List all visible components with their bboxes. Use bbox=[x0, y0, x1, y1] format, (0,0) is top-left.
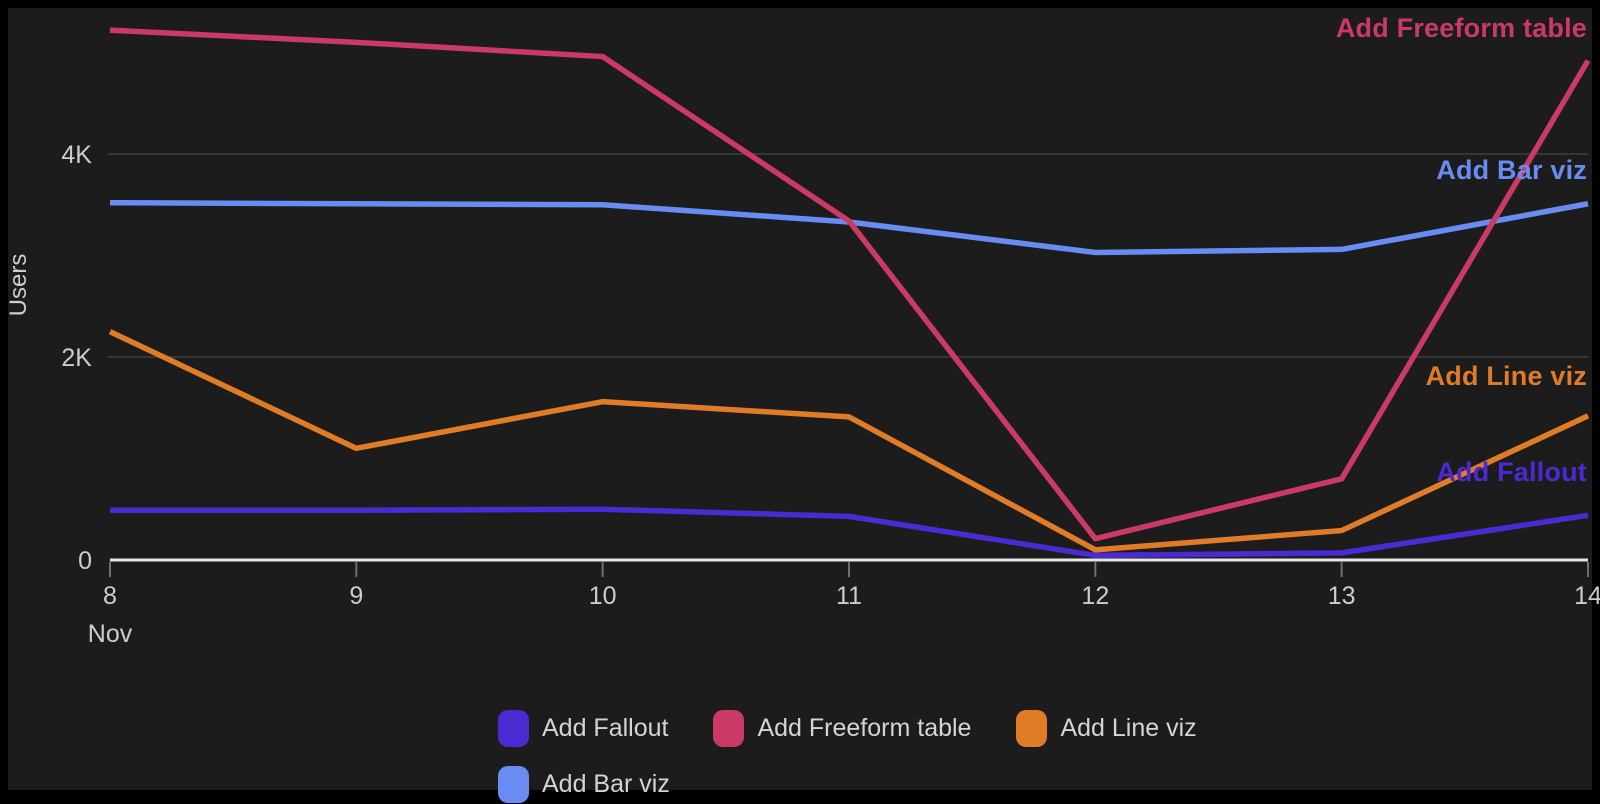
svg-text:2K: 2K bbox=[61, 344, 92, 372]
legend-swatch-icon bbox=[1016, 710, 1048, 747]
svg-text:9: 9 bbox=[349, 582, 363, 610]
legend-item-add-line-viz[interactable]: Add Line viz bbox=[1016, 710, 1197, 747]
legend-item-label: Add Freeform table bbox=[757, 714, 972, 742]
series-label-add-line-viz: Add Line viz bbox=[1425, 361, 1587, 391]
svg-text:11: 11 bbox=[836, 582, 862, 610]
svg-text:8: 8 bbox=[103, 582, 117, 610]
svg-text:Nov: Nov bbox=[88, 620, 133, 648]
legend-swatch-icon bbox=[713, 710, 745, 747]
svg-text:Users: Users bbox=[5, 254, 32, 317]
svg-text:4K: 4K bbox=[61, 141, 92, 169]
chart-background bbox=[8, 8, 1592, 790]
series-label-add-fallout: Add Fallout bbox=[1436, 457, 1587, 487]
series-label-add-bar-viz: Add Bar viz bbox=[1436, 155, 1587, 185]
legend-swatch-icon bbox=[498, 766, 529, 803]
legend-item-add-fallout[interactable]: Add Fallout bbox=[498, 710, 668, 747]
svg-text:0: 0 bbox=[78, 547, 92, 575]
svg-text:12: 12 bbox=[1081, 582, 1109, 610]
legend-item-add-freeform-table[interactable]: Add Freeform table bbox=[713, 710, 971, 747]
legend-swatch-icon bbox=[498, 710, 529, 747]
svg-text:13: 13 bbox=[1328, 582, 1356, 610]
svg-text:10: 10 bbox=[589, 582, 617, 610]
legend-item-add-bar-viz[interactable]: Add Bar viz bbox=[498, 766, 670, 803]
legend-item-label: Add Fallout bbox=[542, 714, 669, 742]
legend-item-label: Add Line viz bbox=[1060, 714, 1197, 742]
chart-legend: Add Fallout Add Freeform table Add Line … bbox=[498, 710, 1228, 803]
legend-item-label: Add Bar viz bbox=[542, 770, 670, 798]
series-label-add-freeform-table: Add Freeform table bbox=[1335, 13, 1587, 43]
svg-text:14: 14 bbox=[1574, 582, 1600, 610]
